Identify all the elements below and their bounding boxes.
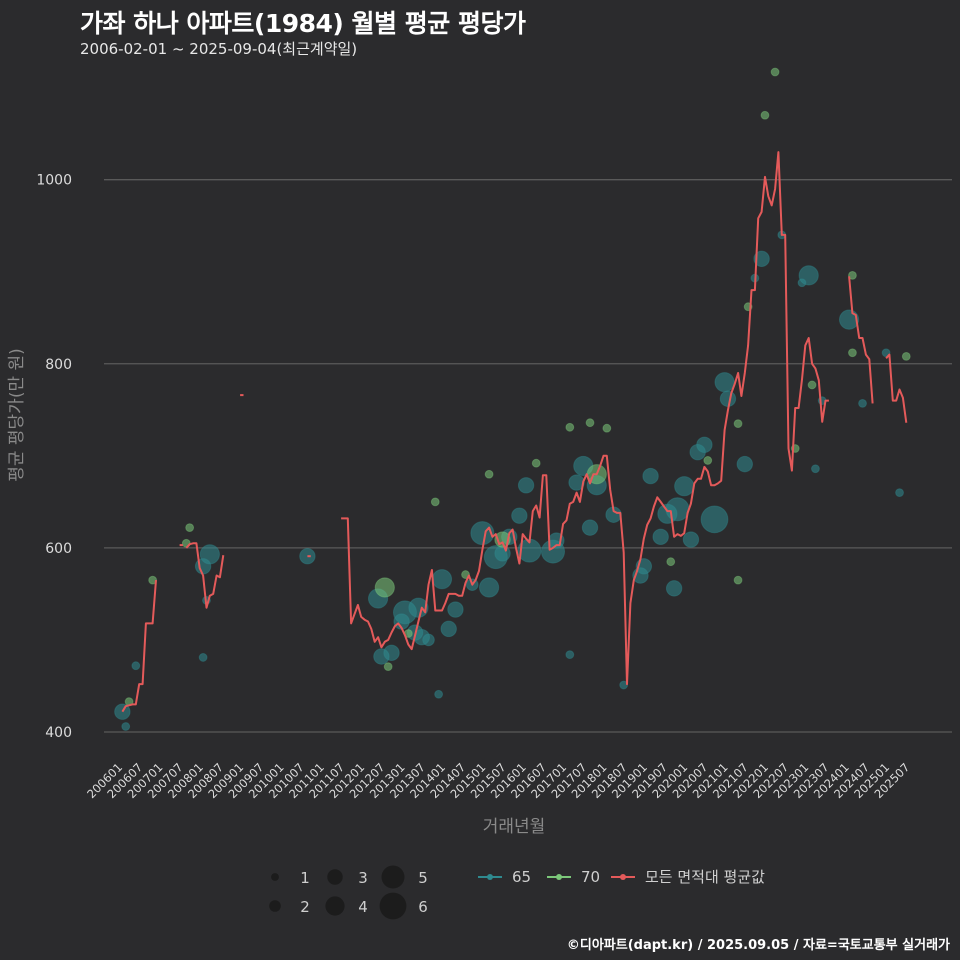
data-point-65 — [696, 436, 713, 453]
data-point-65 — [565, 650, 575, 660]
legend-size-key — [381, 865, 405, 889]
legend-series-label: 70 — [581, 868, 600, 886]
points-layer — [114, 67, 911, 731]
data-point-65 — [642, 467, 659, 485]
y-tick-label: 600 — [45, 541, 72, 557]
legend-series-label: 65 — [512, 868, 531, 886]
data-point-65 — [652, 528, 669, 546]
legend-size-key — [269, 900, 281, 912]
data-point-65 — [114, 703, 131, 720]
legend-series-label: 모든 면적대 평균값 — [645, 868, 765, 886]
average-line-segment — [121, 580, 157, 713]
data-point-65 — [700, 505, 729, 534]
y-tick-label: 400 — [45, 725, 72, 741]
data-point-65 — [811, 464, 820, 474]
chart-subtitle: 2006-02-01 ~ 2025-09-04(최근계약일) — [80, 40, 358, 58]
data-point-65 — [517, 477, 535, 494]
data-point-65 — [581, 519, 599, 536]
data-point-70 — [383, 662, 393, 672]
data-point-65 — [568, 474, 585, 491]
data-point-65 — [858, 398, 867, 408]
data-point-65 — [431, 569, 453, 590]
legend-size-label: 2 — [300, 898, 310, 916]
line-layer — [121, 151, 908, 713]
legend-size-key — [327, 869, 343, 885]
data-point-65 — [665, 497, 690, 522]
data-point-70 — [848, 348, 857, 358]
data-point-70 — [807, 380, 817, 390]
legend-size-label: 5 — [418, 869, 428, 887]
data-point-65 — [798, 265, 819, 286]
y-axis-label: 평균 평당가(만 원) — [7, 348, 27, 482]
average-line-segment — [885, 353, 908, 423]
data-point-65 — [511, 507, 528, 524]
data-point-65 — [719, 390, 737, 407]
data-point-70 — [703, 456, 713, 465]
data-point-65 — [494, 545, 511, 562]
data-point-65 — [619, 680, 629, 690]
data-point-65 — [199, 544, 220, 565]
data-point-65 — [131, 661, 141, 671]
y-tick-labels: 400 600 800 1000 — [36, 173, 72, 741]
legend-series-dot — [620, 874, 626, 880]
average-line-segment — [848, 276, 874, 404]
y-tick-label: 800 — [45, 357, 72, 373]
legend-size-label: 6 — [418, 898, 428, 916]
data-point-70 — [374, 577, 395, 598]
average-line-segment — [341, 151, 829, 686]
legend-size-label: 4 — [358, 898, 368, 916]
data-point-65 — [736, 455, 753, 473]
data-point-70 — [565, 422, 575, 432]
average-line-segment — [185, 542, 225, 609]
data-point-70 — [848, 271, 857, 280]
data-point-65 — [422, 633, 435, 647]
legend-size-label: 3 — [358, 869, 368, 887]
data-point-65 — [121, 722, 131, 731]
legend-series-dot — [487, 874, 493, 880]
y-tick-label: 1000 — [36, 173, 72, 189]
source-caption: ©디아파트(dapt.kr) / 2025.09.05 / 자료=국토교통부 실… — [566, 938, 950, 953]
legend-size-label: 1 — [300, 869, 310, 887]
data-point-65 — [895, 488, 904, 498]
data-point-65 — [674, 476, 695, 497]
data-point-65 — [665, 580, 683, 597]
data-point-65 — [753, 250, 770, 268]
data-point-70 — [585, 418, 595, 428]
data-point-70 — [760, 110, 770, 120]
data-point-65 — [440, 620, 457, 638]
x-tick-labels: 2006012006072007012007072008012008072009… — [84, 760, 912, 801]
data-point-70 — [148, 575, 158, 585]
data-point-70 — [733, 419, 743, 429]
data-point-65 — [383, 644, 400, 662]
legend-size-key — [325, 896, 345, 916]
data-point-65 — [434, 689, 444, 699]
data-point-70 — [484, 469, 494, 479]
chart-title: 가좌 하나 아파트(1984) 월별 평균 평당가 — [80, 9, 526, 38]
data-point-65 — [198, 653, 208, 662]
legend-series-dot — [556, 874, 562, 880]
data-point-70 — [430, 497, 440, 507]
data-point-70 — [531, 458, 541, 468]
grid-layer — [104, 179, 952, 733]
data-point-65 — [478, 577, 500, 598]
data-point-70 — [666, 557, 676, 567]
legend: 1 2 3 4 5 6 65 70 모든 면적대 평균값 — [269, 865, 765, 920]
data-point-70 — [602, 423, 612, 433]
data-point-70 — [733, 575, 743, 585]
legend-size-key — [379, 892, 407, 920]
data-point-65 — [447, 601, 464, 618]
data-point-65 — [682, 531, 700, 548]
data-point-70 — [185, 523, 195, 533]
data-point-70 — [770, 67, 780, 77]
data-point-65 — [714, 372, 735, 393]
data-point-70 — [901, 352, 911, 361]
legend-size-key — [271, 873, 279, 881]
x-axis-label: 거래년월 — [483, 817, 546, 837]
